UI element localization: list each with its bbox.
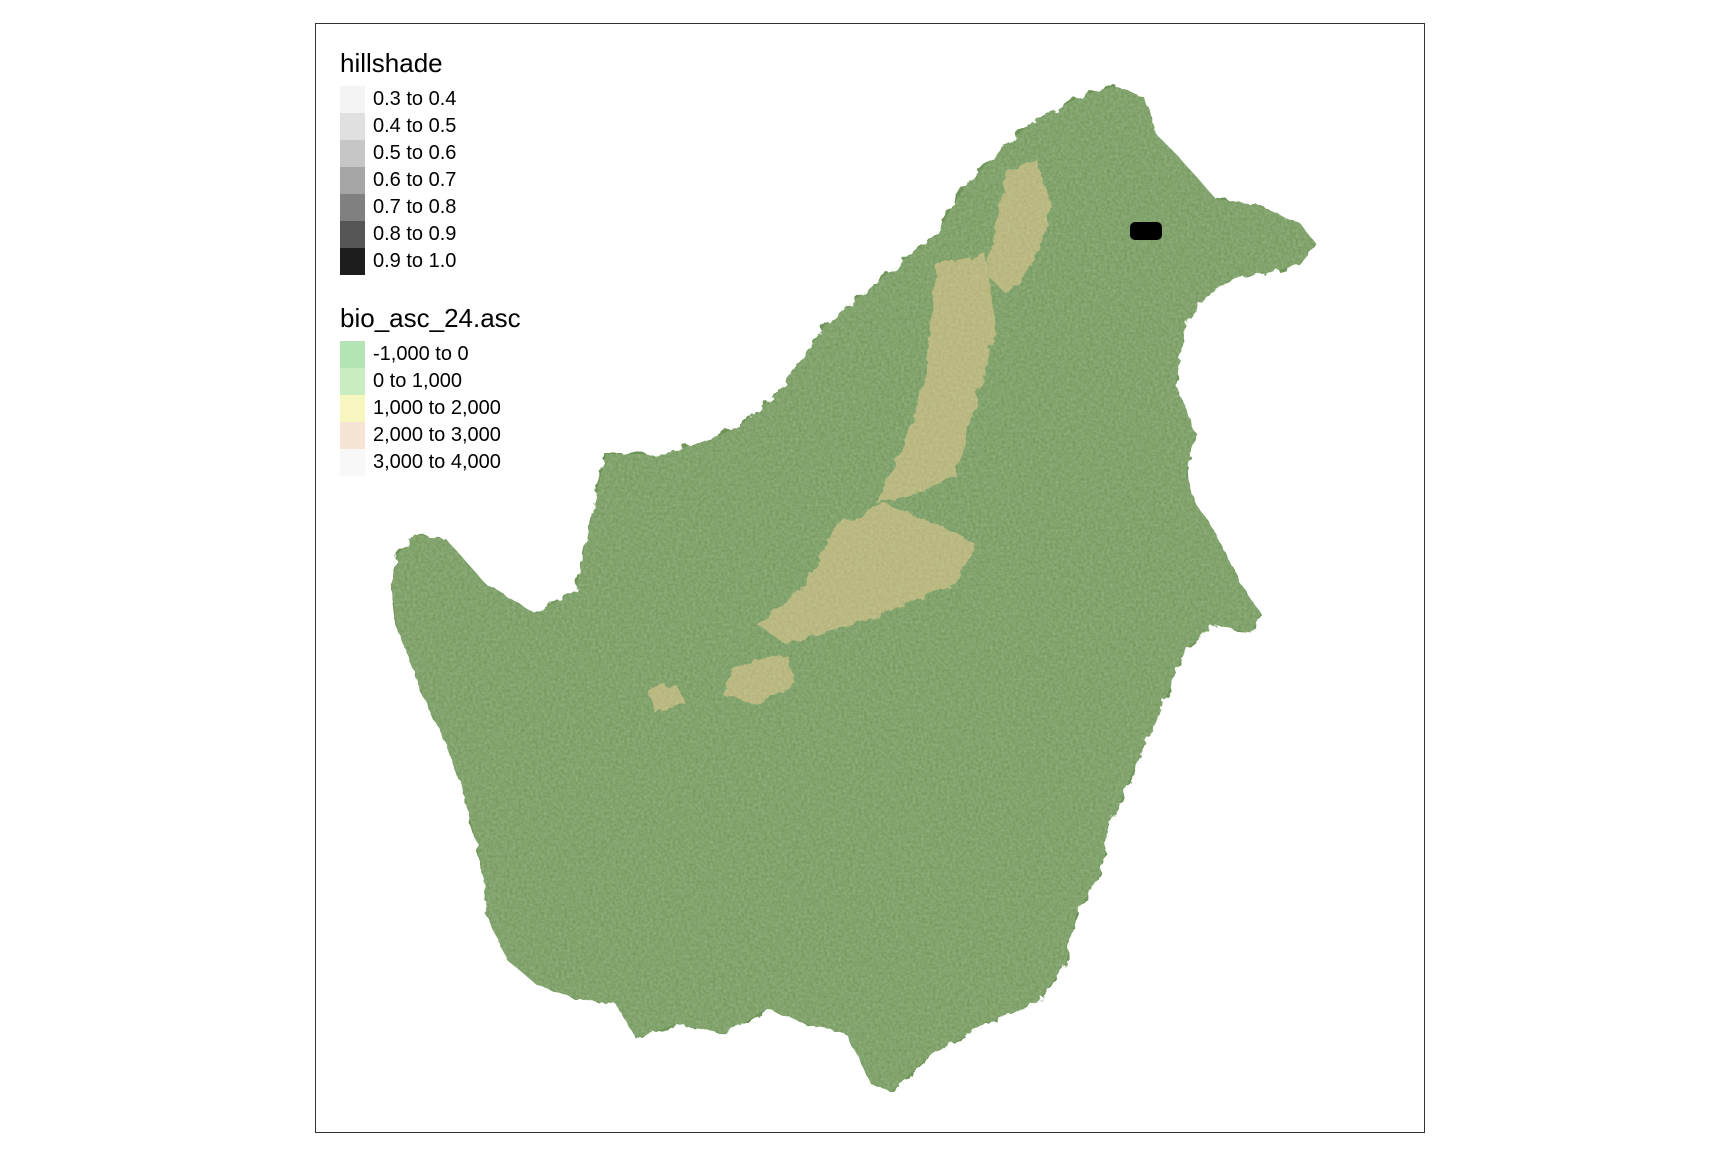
legend-item: 0.5 to 0.6: [340, 140, 456, 167]
legend-item: 0.9 to 1.0: [340, 248, 456, 275]
borneo-elevation-map: [391, 86, 1316, 1092]
legend-item: -1,000 to 0: [340, 341, 521, 368]
legend-item: 0.3 to 0.4: [340, 86, 456, 113]
legend-label: 3,000 to 4,000: [373, 451, 501, 473]
legend-swatch: [340, 449, 365, 476]
legend-swatch: [340, 86, 365, 113]
terrain-texture: [391, 86, 1316, 1092]
legend-label: 0.5 to 0.6: [373, 142, 457, 164]
hillshade-legend: hillshade 0.3 to 0.4 0.4 to 0.5 0.5 to 0.6…: [340, 48, 456, 275]
legend-swatch: [340, 167, 365, 194]
legend-item: 0.7 to 0.8: [340, 194, 456, 221]
legend-item: 0.8 to 0.9: [340, 221, 456, 248]
legend-swatch: [340, 194, 365, 221]
legend-swatch: [340, 368, 365, 395]
legend-swatch: [340, 248, 365, 275]
legend-item: 2,000 to 3,000: [340, 422, 521, 449]
legend-label: 0.8 to 0.9: [373, 223, 457, 245]
legend-swatch: [340, 422, 365, 449]
legend-item: 0 to 1,000: [340, 368, 521, 395]
legend-label: 0.6 to 0.7: [373, 169, 457, 191]
legend-swatch: [340, 113, 365, 140]
legend-label: 0.9 to 1.0: [373, 250, 457, 272]
legend-swatch: [340, 395, 365, 422]
legend-item: 1,000 to 2,000: [340, 395, 521, 422]
map-panel: hillshade 0.3 to 0.4 0.4 to 0.5 0.5 to 0.6…: [315, 23, 1425, 1133]
legend-title: bio_asc_24.asc: [340, 303, 521, 333]
legend-swatch: [340, 221, 365, 248]
legend-label: 2,000 to 3,000: [373, 424, 501, 446]
legend-item: 0.6 to 0.7: [340, 167, 456, 194]
legend-label: 0.3 to 0.4: [373, 88, 457, 110]
legend-item: 0.4 to 0.5: [340, 113, 456, 140]
legend-label: 0.4 to 0.5: [373, 115, 457, 137]
location-marker: [1130, 222, 1162, 240]
legend-label: 0.7 to 0.8: [373, 196, 457, 218]
legend-label: -1,000 to 0: [373, 343, 469, 365]
legend-swatch: [340, 341, 365, 368]
legend-item: 3,000 to 4,000: [340, 449, 521, 476]
legend-title: hillshade: [340, 48, 443, 78]
legend-label: 0 to 1,000: [373, 370, 462, 392]
legend-label: 1,000 to 2,000: [373, 397, 501, 419]
elevation-legend: bio_asc_24.asc -1,000 to 0 0 to 1,000 1,00…: [340, 303, 521, 476]
legend-swatch: [340, 140, 365, 167]
